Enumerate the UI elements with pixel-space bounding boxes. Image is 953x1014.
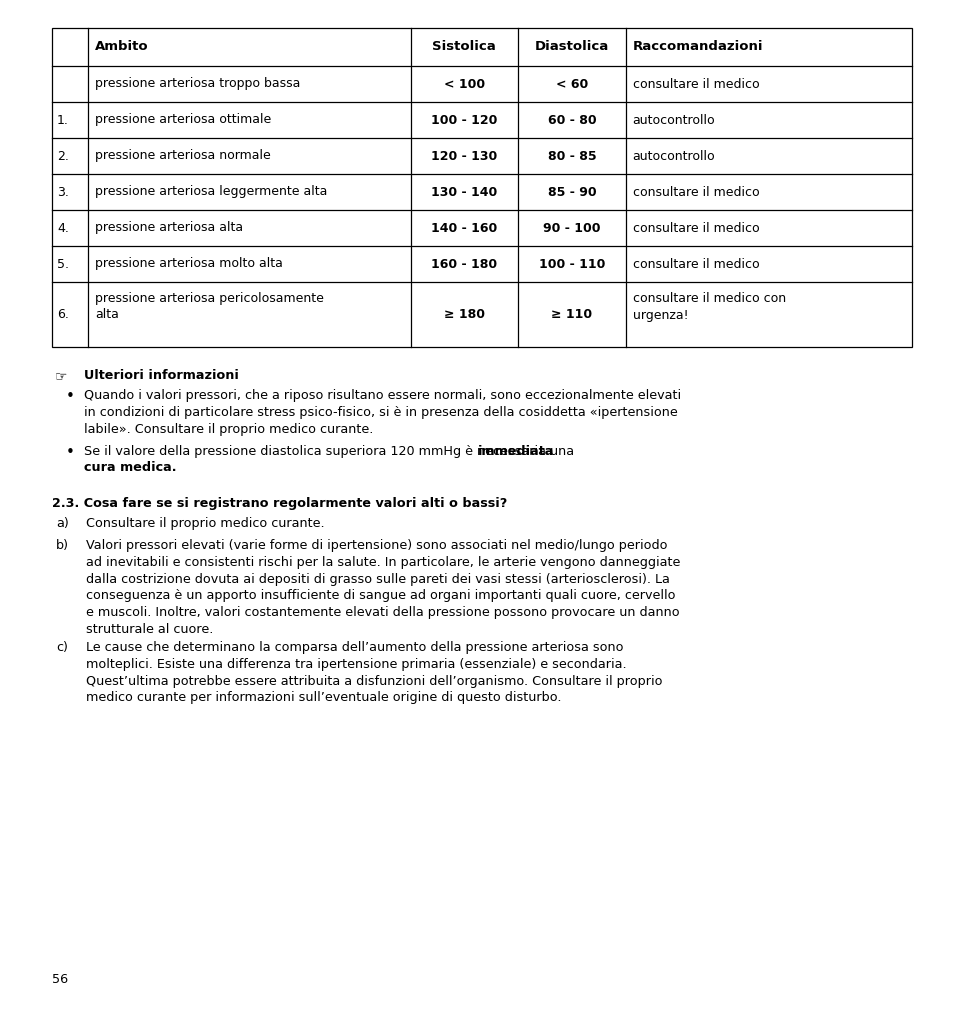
Text: 140 - 160: 140 - 160 (431, 221, 497, 234)
Text: Diastolica: Diastolica (535, 41, 608, 54)
Text: immediata: immediata (477, 445, 554, 458)
Text: Se il valore della pressione diastolica superiora 120 mmHg è necessaria una: Se il valore della pressione diastolica … (84, 445, 578, 458)
Text: autocontrollo: autocontrollo (632, 149, 715, 162)
Text: pressione arteriosa normale: pressione arteriosa normale (95, 149, 271, 162)
Text: 56: 56 (52, 973, 68, 986)
Text: •: • (66, 445, 74, 460)
Text: ≥ 110: ≥ 110 (551, 308, 592, 321)
Text: Sistolica: Sistolica (432, 41, 496, 54)
Text: •: • (66, 389, 74, 404)
Text: pressione arteriosa alta: pressione arteriosa alta (95, 221, 243, 234)
Text: 85 - 90: 85 - 90 (547, 186, 596, 199)
Text: ≥ 180: ≥ 180 (443, 308, 484, 321)
Text: consultare il medico: consultare il medico (632, 77, 759, 90)
Text: 120 - 130: 120 - 130 (431, 149, 497, 162)
Text: b): b) (56, 539, 69, 552)
Text: pressione arteriosa ottimale: pressione arteriosa ottimale (95, 114, 271, 127)
Text: 80 - 85: 80 - 85 (547, 149, 596, 162)
Text: 2.3. Cosa fare se si registrano regolarmente valori alti o bassi?: 2.3. Cosa fare se si registrano regolarm… (52, 497, 507, 510)
Text: consultare il medico: consultare il medico (632, 221, 759, 234)
Text: consultare il medico: consultare il medico (632, 186, 759, 199)
Text: 4.: 4. (57, 221, 69, 234)
Text: < 60: < 60 (556, 77, 587, 90)
Text: a): a) (56, 517, 69, 530)
Text: ☞: ☞ (55, 369, 68, 383)
Text: 100 - 120: 100 - 120 (431, 114, 497, 127)
Bar (52, 28, 911, 347)
Text: pressione arteriosa leggermente alta: pressione arteriosa leggermente alta (95, 186, 327, 199)
Text: 5.: 5. (57, 258, 69, 271)
Text: 2.: 2. (57, 149, 69, 162)
Text: Ambito: Ambito (95, 41, 149, 54)
Text: cura medica.: cura medica. (84, 461, 176, 474)
Text: Le cause che determinano la comparsa dell’aumento della pressione arteriosa sono: Le cause che determinano la comparsa del… (86, 641, 661, 705)
Text: Consultare il proprio medico curante.: Consultare il proprio medico curante. (86, 517, 324, 530)
Text: 1.: 1. (57, 114, 69, 127)
Text: autocontrollo: autocontrollo (632, 114, 715, 127)
Text: Ulteriori informazioni: Ulteriori informazioni (84, 369, 238, 382)
Text: pressione arteriosa troppo bassa: pressione arteriosa troppo bassa (95, 77, 300, 90)
Text: < 100: < 100 (443, 77, 484, 90)
Text: 60 - 80: 60 - 80 (547, 114, 596, 127)
Text: 6.: 6. (57, 308, 69, 321)
Text: 100 - 110: 100 - 110 (538, 258, 604, 271)
Text: pressione arteriosa pericolosamente
alta: pressione arteriosa pericolosamente alta (95, 292, 324, 321)
Text: Valori pressori elevati (varie forme di ipertensione) sono associati nel medio/l: Valori pressori elevati (varie forme di … (86, 539, 679, 636)
Text: consultare il medico: consultare il medico (632, 258, 759, 271)
Text: 3.: 3. (57, 186, 69, 199)
Text: Raccomandazioni: Raccomandazioni (632, 41, 762, 54)
Text: 90 - 100: 90 - 100 (542, 221, 600, 234)
Text: pressione arteriosa molto alta: pressione arteriosa molto alta (95, 258, 283, 271)
Text: 130 - 140: 130 - 140 (431, 186, 497, 199)
Text: consultare il medico con
urgenza!: consultare il medico con urgenza! (632, 292, 785, 321)
Text: 160 - 180: 160 - 180 (431, 258, 497, 271)
Text: Quando i valori pressori, che a riposo risultano essere normali, sono eccezional: Quando i valori pressori, che a riposo r… (84, 389, 680, 436)
Text: c): c) (56, 641, 68, 654)
